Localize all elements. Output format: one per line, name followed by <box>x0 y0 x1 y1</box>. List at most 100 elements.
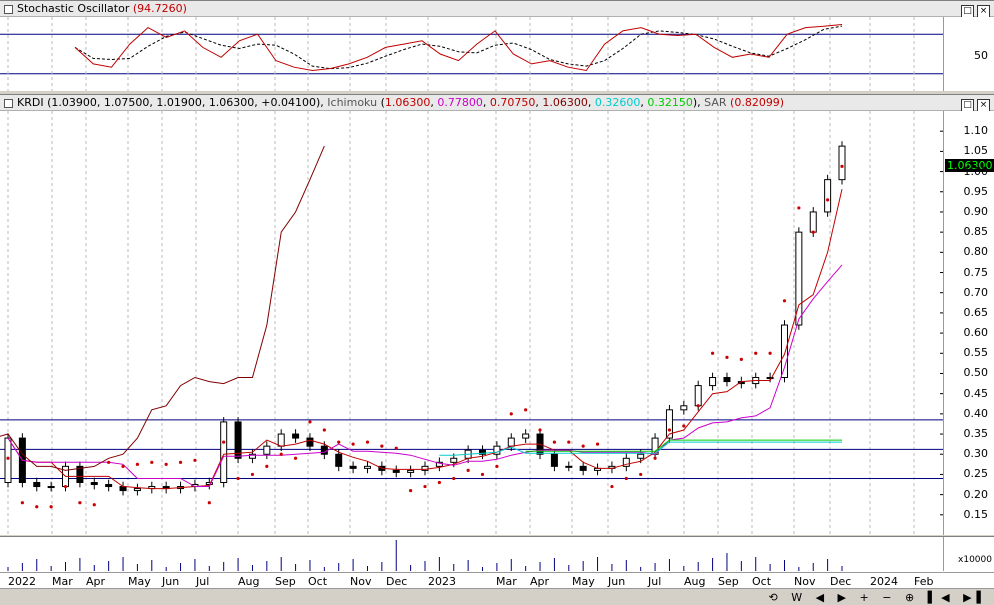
x-tick-label: Nov <box>350 575 372 588</box>
sar-dot <box>624 476 628 481</box>
price-y-axis: 1.06300 1.10 1.05 1.00 0.95 0.90 0.85 0.80 0.75… <box>943 111 994 535</box>
sar-dot <box>351 442 355 446</box>
candle-body <box>220 421 228 484</box>
candle-body <box>335 453 343 467</box>
x-tick-label: Mar <box>52 575 73 588</box>
ichimoku-senkou-b-line <box>439 441 842 456</box>
sar-dot <box>121 464 125 468</box>
stochastic-plot <box>0 17 944 91</box>
navigation-buttons[interactable]: ⟲ W ◀ ▶ + − ⊕ ▌◀ ▶▌ <box>768 591 990 604</box>
sar-dot <box>739 357 743 361</box>
candle-body <box>694 385 702 407</box>
sar-dot <box>581 444 585 448</box>
sar-value: (0.82099) <box>730 96 785 109</box>
price-y-tick: 0.35 <box>963 427 989 441</box>
sar-dot <box>797 206 801 210</box>
candle-body <box>47 486 55 489</box>
x-tick-label: Nov <box>794 575 816 588</box>
price-y-tick: 0.20 <box>963 487 989 501</box>
sar-dot <box>92 503 96 507</box>
sar-dot <box>193 458 197 462</box>
x-tick-label: Aug <box>238 575 259 588</box>
sar-label: SAR <box>704 96 727 109</box>
x-tick-label: Dec <box>386 575 407 588</box>
bottom-toolbar: ⟲ W ◀ ▶ + − ⊕ ▌◀ ▶▌ <box>0 588 994 605</box>
sar-dot <box>826 198 830 202</box>
candle-body <box>421 465 429 471</box>
sar-dot <box>710 351 715 355</box>
symbol-label: KRDI <box>17 96 44 109</box>
price-y-tick: 0.25 <box>963 467 989 481</box>
sar-dot <box>207 501 211 505</box>
stochastic-y-tick: 50 <box>974 49 988 62</box>
stochastic-titlebar: Stochastic Oscillator (94.7260) □ × <box>0 1 994 18</box>
sar-dot <box>437 480 441 485</box>
sar-dot <box>365 440 370 444</box>
sar-dot <box>552 440 557 444</box>
close-icon[interactable]: × <box>977 99 990 112</box>
x-tick-label: 2023 <box>428 575 456 588</box>
maximize-icon[interactable]: □ <box>961 99 974 112</box>
sar-dot <box>452 476 456 481</box>
sar-dot <box>754 351 758 355</box>
x-tick-label: Jul <box>195 575 209 588</box>
candle-body <box>723 377 731 383</box>
candle-body <box>277 433 285 447</box>
sar-dot <box>696 404 700 408</box>
candle-body <box>263 445 271 455</box>
sar-dot <box>653 456 657 460</box>
candle-body <box>665 409 673 439</box>
sar-dot <box>782 299 787 303</box>
stochastic-title: Stochastic Oscillator <box>17 2 130 15</box>
volume-plot <box>7 540 843 571</box>
sar-dot <box>6 456 10 460</box>
candle-body <box>450 457 458 463</box>
candle-body <box>4 437 12 484</box>
candle-body <box>248 453 256 459</box>
candle-body <box>133 488 141 492</box>
sar-dot <box>409 488 413 493</box>
candle-body <box>637 453 645 459</box>
x-tick-label: Apr <box>86 575 106 588</box>
candle-body <box>709 377 717 387</box>
sar-dot <box>236 476 240 481</box>
price-y-tick: 1.00 <box>963 164 989 178</box>
price-y-tick: 0.50 <box>963 366 989 380</box>
price-y-tick: 0.55 <box>963 346 989 360</box>
sar-dot <box>840 164 844 168</box>
x-tick-label: 2024 <box>870 575 898 588</box>
sar-dot <box>509 412 513 416</box>
candle-body <box>435 461 443 467</box>
sar-dot <box>250 472 255 477</box>
sar-dot <box>524 408 528 412</box>
panel-square-icon <box>4 98 13 108</box>
sar-dot <box>567 440 571 444</box>
candle-body <box>579 465 587 471</box>
sar-dot <box>107 460 111 464</box>
sar-dot <box>78 501 82 505</box>
candle-body <box>392 469 400 473</box>
ichimoku-senkou-a-line <box>525 439 842 452</box>
x-tick-label: Jun <box>607 575 625 588</box>
candle-body <box>838 145 846 181</box>
sar-dot <box>35 505 39 509</box>
x-tick-label: Feb <box>914 575 933 588</box>
sar-dot <box>178 460 183 464</box>
sar-dot <box>423 484 427 489</box>
candle-body <box>306 437 314 447</box>
candle-body <box>824 179 832 213</box>
price-y-tick: 1.05 <box>963 144 989 158</box>
sar-dot <box>538 428 542 432</box>
ichimoku-chikou-line <box>0 145 325 471</box>
close-icon[interactable]: × <box>977 5 990 18</box>
stochastic-d-line <box>74 25 843 70</box>
volume-y-axis: x10000 <box>943 537 994 571</box>
price-y-tick: 1.10 <box>963 124 989 138</box>
stochastic-k-line <box>74 24 843 72</box>
sar-dot <box>293 456 298 460</box>
price-y-tick: 0.90 <box>963 204 989 218</box>
x-tick-label: Jul <box>647 575 661 588</box>
candle-body <box>33 482 41 488</box>
candle-body <box>292 433 300 439</box>
x-tick-label: Mar <box>496 575 517 588</box>
